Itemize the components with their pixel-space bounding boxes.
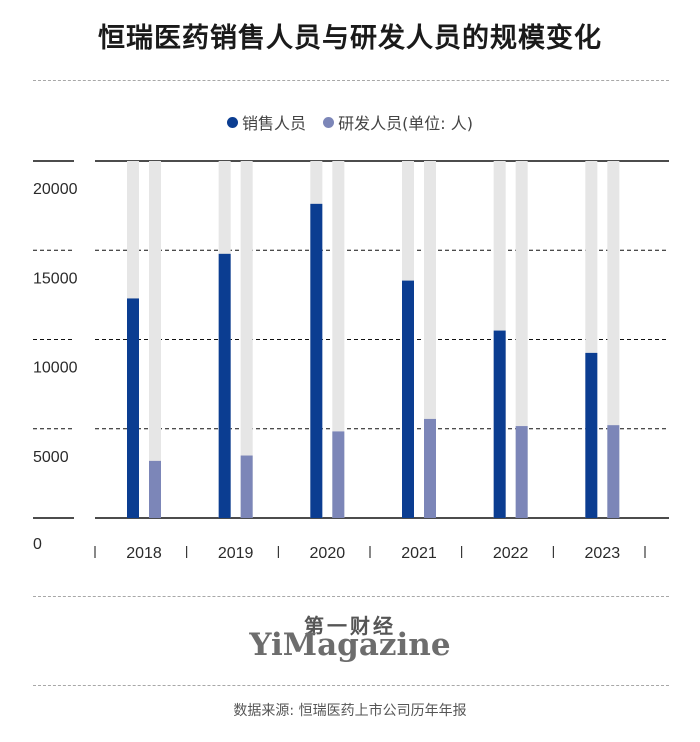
legend-item-sales: 销售人员 bbox=[226, 110, 306, 134]
y-tick-label: 0 bbox=[33, 536, 42, 553]
bar-track-2020-rd bbox=[332, 161, 345, 518]
bar-track-2018-rd bbox=[149, 161, 161, 518]
y-tick-label: 15000 bbox=[33, 270, 78, 287]
x-tick-label: 2022 bbox=[493, 545, 529, 562]
data-source-note: 数据来源: 恒瑞医药上市公司历年年报 bbox=[233, 703, 467, 719]
bar-rd-2022 bbox=[515, 426, 528, 518]
bar-sales-2022 bbox=[493, 330, 506, 518]
y-tick-label: 10000 bbox=[33, 360, 78, 377]
top-divider bbox=[33, 80, 669, 81]
middle-divider bbox=[33, 596, 669, 597]
legend-label-rd: 研发人员(单位: 人) bbox=[338, 114, 474, 133]
chart-legend: 销售人员 研发人员(单位: 人) bbox=[0, 110, 700, 134]
bar-track-2019-rd bbox=[240, 161, 253, 518]
bar-sales-2023 bbox=[585, 352, 598, 518]
legend-label-sales: 销售人员 bbox=[241, 114, 306, 133]
x-tick-label: 2023 bbox=[585, 545, 621, 562]
bar-chart: 0 5000 10000 15000 20000 2018 2019 2020 2021 2022… bbox=[33, 160, 669, 562]
x-tick-label: 2019 bbox=[218, 545, 254, 562]
y-tick-label: 20000 bbox=[33, 181, 78, 198]
y-tick-label: 5000 bbox=[33, 449, 69, 466]
bar-sales-2021 bbox=[402, 280, 414, 518]
bar-rd-2020 bbox=[332, 431, 345, 518]
bottom-divider bbox=[33, 685, 669, 686]
bar-sales-2019 bbox=[218, 253, 231, 518]
legend-dot-rd bbox=[323, 116, 335, 128]
x-tick-label: 2020 bbox=[310, 545, 346, 562]
bar-rd-2021 bbox=[424, 418, 436, 518]
bar-sales-2020 bbox=[310, 203, 323, 518]
bar-rd-2018 bbox=[149, 460, 161, 518]
bar-rd-2023 bbox=[607, 425, 620, 518]
x-tick-label: 2018 bbox=[126, 545, 162, 562]
brand-logo-yimagazine: YiMagazine bbox=[249, 627, 451, 663]
legend-item-rd: 研发人员(单位: 人) bbox=[323, 110, 473, 134]
x-tick-label: 2021 bbox=[401, 545, 437, 562]
legend-dot-sales bbox=[226, 116, 238, 128]
bar-rd-2019 bbox=[240, 455, 253, 518]
chart-title: 恒瑞医药销售人员与研发人员的规模变化 bbox=[98, 23, 602, 54]
brand-chinese-name: 第一财经 bbox=[304, 614, 396, 638]
bar-sales-2018 bbox=[127, 298, 139, 518]
